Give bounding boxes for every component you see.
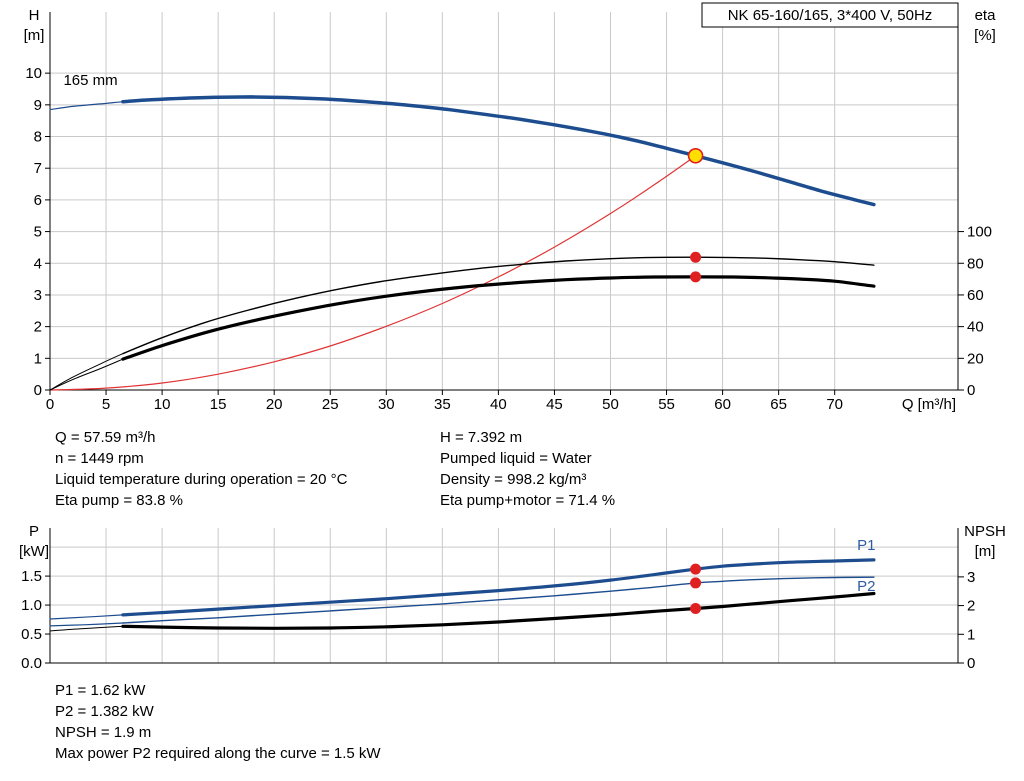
y-left-tick-label: 5 xyxy=(34,224,42,241)
info-p2: P2 = 1.382 kW xyxy=(55,703,154,720)
y-left-tick-label: 7 xyxy=(34,160,42,177)
impeller-size-label: 165 mm xyxy=(63,72,117,89)
y-left-tick-label: 0 xyxy=(34,382,42,399)
chart-title: NK 65-160/165, 3*400 V, 50Hz xyxy=(728,7,933,24)
x-tick-label: 35 xyxy=(434,396,451,413)
y-right-axis-title-unit: [%] xyxy=(974,27,996,44)
y-right-axis-title-unit: [m] xyxy=(975,543,996,560)
y-right-tick-label: 80 xyxy=(967,255,984,272)
power-npsh-chart: 0.0 0.5 1.0 1.5 0 1 2 3 P [kW] NPSH [m] P1 P2 xyxy=(19,523,1006,672)
x-tick-label: 10 xyxy=(154,396,171,413)
p2-curve xyxy=(122,576,875,624)
y-right-tick-label: 40 xyxy=(967,319,984,336)
y-left-tick-label: 0.0 xyxy=(21,655,42,672)
p1-curve xyxy=(121,558,876,617)
npsh-point xyxy=(690,602,702,614)
info-p1: P1 = 1.62 kW xyxy=(55,682,146,699)
info-pumped-liquid: Pumped liquid = Water xyxy=(440,450,592,467)
p2-curve xyxy=(49,622,124,627)
y-right-axis-title: eta xyxy=(975,7,997,24)
p1-point xyxy=(690,563,702,575)
x-tick-label: 60 xyxy=(714,396,731,413)
y-left-tick-label: 1 xyxy=(34,350,42,367)
y-right-tick-label: 2 xyxy=(967,598,975,615)
x-tick-label: 25 xyxy=(322,396,339,413)
x-tick-label: 40 xyxy=(490,396,507,413)
y-left-tick-label: 6 xyxy=(34,192,42,209)
info-flow: Q = 57.59 m³/h xyxy=(55,429,156,446)
y-left-tick-label: 1.5 xyxy=(21,568,42,585)
x-tick-label: 15 xyxy=(210,396,227,413)
info-density: Density = 998.2 kg/m³ xyxy=(440,471,587,488)
info-liquid-temperature: Liquid temperature during operation = 20… xyxy=(55,471,348,488)
info-eta-pump-motor: Eta pump+motor = 71.4 % xyxy=(440,492,616,509)
p2-point xyxy=(690,577,702,589)
y-left-tick-label: 9 xyxy=(34,97,42,114)
info-head: H = 7.392 m xyxy=(440,429,523,446)
x-tick-label: 5 xyxy=(102,396,110,413)
duty-point[interactable] xyxy=(687,147,704,164)
x-tick-label: 30 xyxy=(378,396,395,413)
x-tick-label: 0 xyxy=(46,396,54,413)
eta-pump-curve xyxy=(49,353,124,391)
p1-curve xyxy=(49,614,124,620)
y-left-axis-title-unit: [kW] xyxy=(19,543,49,560)
y-left-axis-title: P xyxy=(29,523,39,540)
chart-title-box xyxy=(701,2,959,28)
y-right-axis-title: NPSH xyxy=(964,523,1006,540)
info-max-p2: Max power P2 required along the curve = … xyxy=(55,745,381,762)
pump-curve-165mm xyxy=(121,95,876,207)
y-left-tick-label: 10 xyxy=(25,65,42,82)
eta-pump-motor-curve xyxy=(121,275,876,361)
p1-label: P1 xyxy=(857,537,875,554)
x-tick-label: 55 xyxy=(658,396,675,413)
y-left-tick-label: 4 xyxy=(34,255,42,272)
y-right-tick-label: 0 xyxy=(967,655,975,672)
y-left-axis-title-unit: [m] xyxy=(24,27,45,44)
system-curve xyxy=(49,155,697,391)
info-speed: n = 1449 rpm xyxy=(55,450,144,467)
y-right-tick-label: 20 xyxy=(967,350,984,367)
duty-info-right-column: H = 7.392 m Pumped liquid = Water Densit… xyxy=(440,427,615,511)
y-right-tick-label: 60 xyxy=(967,287,984,304)
y-left-tick-label: 8 xyxy=(34,129,42,146)
y-right-tick-label: 0 xyxy=(967,382,975,399)
y-left-tick-label: 3 xyxy=(34,287,42,304)
x-tick-label: 20 xyxy=(266,396,283,413)
pump-curve-165mm xyxy=(49,101,124,111)
x-tick-label: 45 xyxy=(546,396,563,413)
info-eta-pump: Eta pump = 83.8 % xyxy=(55,492,183,509)
power-info-column: P1 = 1.62 kW P2 = 1.382 kW NPSH = 1.9 m … xyxy=(55,680,381,764)
y-left-tick-label: 2 xyxy=(34,319,42,336)
y-right-tick-label: 100 xyxy=(967,224,992,241)
eta-pump-point xyxy=(690,251,702,263)
x-tick-label: 65 xyxy=(770,396,787,413)
y-left-tick-label: 0.5 xyxy=(21,626,42,643)
eta-pump-motor-curve xyxy=(49,358,124,391)
x-tick-label: 70 xyxy=(826,396,843,413)
duty-info-left-column: Q = 57.59 m³/h n = 1449 rpm Liquid tempe… xyxy=(55,427,347,511)
eta-pump-motor-point xyxy=(690,271,702,283)
npsh-curve xyxy=(121,591,876,630)
x-axis-title: Q [m³/h] xyxy=(902,396,956,413)
npsh-curve xyxy=(49,625,124,632)
info-npsh: NPSH = 1.9 m xyxy=(55,724,152,741)
y-right-tick-label: 1 xyxy=(967,626,975,643)
p2-label: P2 xyxy=(857,578,875,595)
eta-pump-curve xyxy=(122,256,875,355)
y-left-tick-label: 1.0 xyxy=(21,597,42,614)
y-right-tick-label: 3 xyxy=(967,569,975,586)
x-tick-label: 50 xyxy=(602,396,619,413)
y-left-axis-title: H xyxy=(29,7,40,24)
